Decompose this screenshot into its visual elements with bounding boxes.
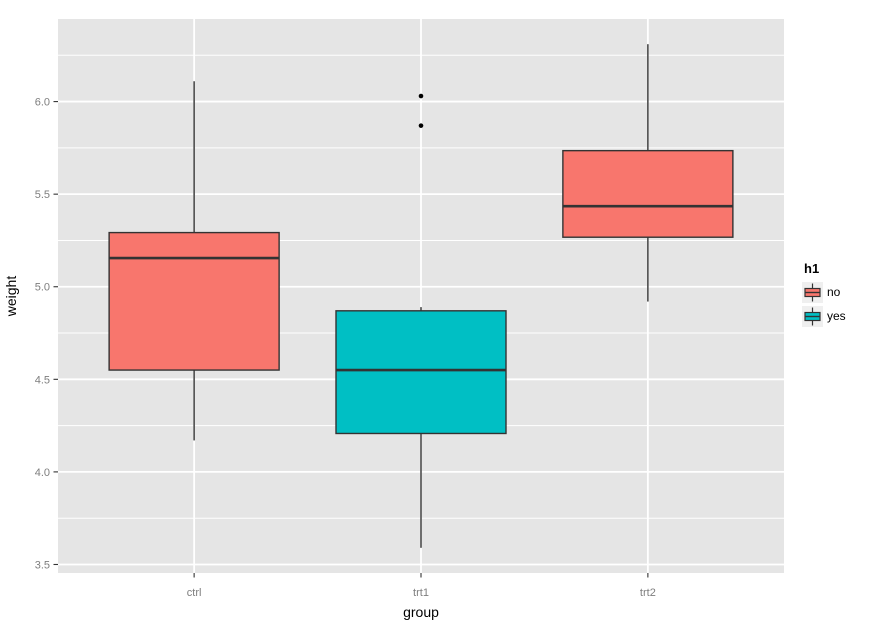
x-axis-title: group: [403, 604, 439, 620]
box-trt2: [562, 149, 734, 238]
y-tick-label: 4.5: [35, 374, 50, 386]
legend-item-no: no: [802, 282, 846, 303]
tick-labels: 3.5 4.0 4.5 5.0 5.5 6.0 ctrl trt1 trt2: [35, 97, 656, 599]
y-axis-title: weight: [3, 276, 19, 318]
legend-label: yes: [827, 309, 846, 323]
x-tick-label: ctrl: [187, 587, 202, 599]
legend-title: h1: [804, 261, 820, 276]
legend-items: no yes: [802, 282, 846, 327]
y-tick-label: 4.0: [35, 467, 50, 479]
legend-label: no: [827, 285, 841, 299]
y-tick-label: 3.5: [35, 559, 50, 571]
legend: h1 no yes: [802, 261, 846, 330]
legend-key-boxplot-icon: [802, 282, 823, 303]
y-tick-label: 5.0: [35, 282, 50, 294]
outlier-point-trt1: [418, 93, 424, 99]
outlier-point-trt1: [418, 123, 424, 128]
y-tick-label: 6.0: [35, 97, 50, 109]
legend-key-boxplot-icon: [802, 306, 823, 327]
y-tick-label: 5.5: [35, 189, 50, 201]
box-trt1: [335, 310, 507, 435]
box-ctrl: [108, 231, 280, 371]
legend-item-yes: yes: [802, 306, 846, 327]
boxplots: [108, 44, 734, 548]
x-tick-label: trt2: [640, 587, 656, 599]
axis-ticks: [53, 101, 649, 578]
x-tick-label: trt1: [413, 587, 429, 599]
